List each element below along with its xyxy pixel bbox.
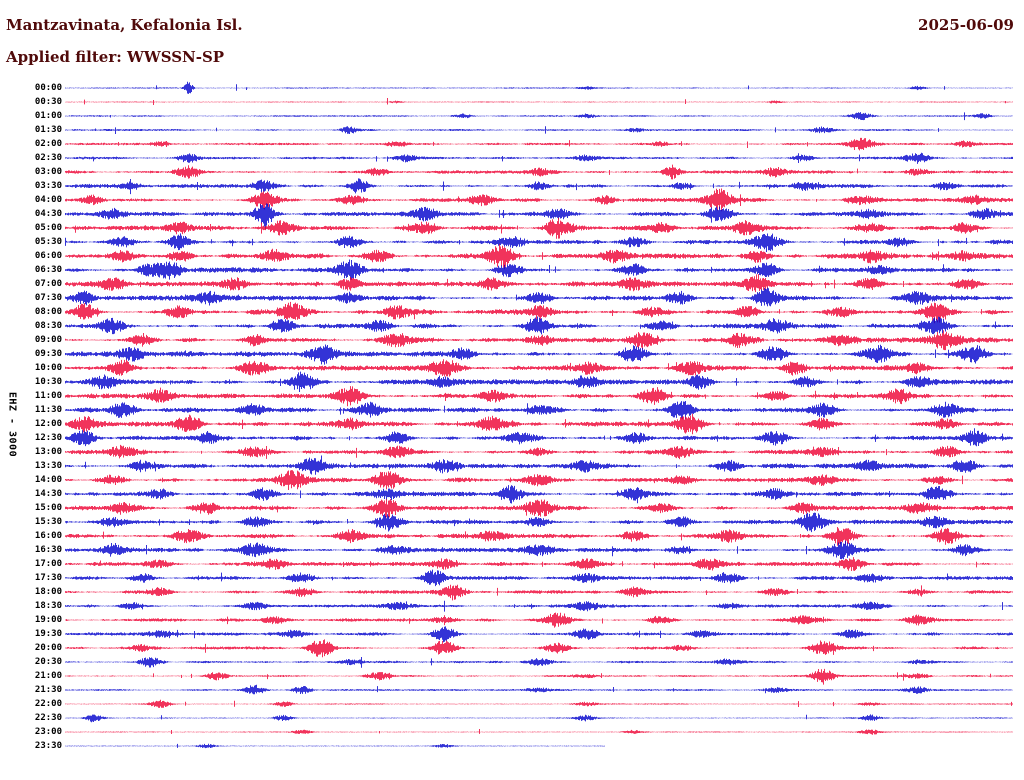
time-label: 20:30 bbox=[34, 657, 62, 667]
time-label: 02:00 bbox=[34, 139, 62, 149]
time-label: 06:30 bbox=[34, 265, 62, 275]
channel-scale-label: EHZ - 3000 bbox=[6, 391, 18, 458]
time-label: 07:00 bbox=[34, 279, 62, 289]
time-label: 04:00 bbox=[34, 195, 62, 205]
time-label: 11:00 bbox=[34, 391, 62, 401]
station-title: Mantzavinata, Kefalonia Isl. bbox=[6, 16, 243, 34]
time-label: 16:30 bbox=[34, 545, 62, 555]
time-label: 10:00 bbox=[34, 363, 62, 373]
time-label: 06:00 bbox=[34, 251, 62, 261]
time-label: 10:30 bbox=[34, 377, 62, 387]
time-label: 03:30 bbox=[34, 181, 62, 191]
time-label: 22:30 bbox=[34, 713, 62, 723]
time-label: 00:00 bbox=[34, 83, 62, 93]
time-label: 00:30 bbox=[34, 97, 62, 107]
filter-label: Applied filter: WWSSN-SP bbox=[6, 48, 225, 66]
time-label: 01:30 bbox=[34, 125, 62, 135]
time-label: 14:30 bbox=[34, 489, 62, 499]
time-label: 23:30 bbox=[34, 741, 62, 751]
time-label: 08:00 bbox=[34, 307, 62, 317]
time-label: 20:00 bbox=[34, 643, 62, 653]
time-label: 01:00 bbox=[34, 111, 62, 121]
time-label: 05:30 bbox=[34, 237, 62, 247]
time-label: 18:30 bbox=[34, 601, 62, 611]
time-label: 19:30 bbox=[34, 629, 62, 639]
time-label: 18:00 bbox=[34, 587, 62, 597]
time-label: 15:00 bbox=[34, 503, 62, 513]
time-label: 19:00 bbox=[34, 615, 62, 625]
time-label: 13:30 bbox=[34, 461, 62, 471]
date-label: 2025-06-09 bbox=[918, 16, 1014, 34]
time-label: 15:30 bbox=[34, 517, 62, 527]
time-label: 12:30 bbox=[34, 433, 62, 443]
time-label: 16:00 bbox=[34, 531, 62, 541]
time-label: 04:30 bbox=[34, 209, 62, 219]
time-label: 22:00 bbox=[34, 699, 62, 709]
time-label: 09:00 bbox=[34, 335, 62, 345]
time-label: 14:00 bbox=[34, 475, 62, 485]
time-label: 17:00 bbox=[34, 559, 62, 569]
time-label: 23:00 bbox=[34, 727, 62, 737]
time-label: 03:00 bbox=[34, 167, 62, 177]
time-label: 08:30 bbox=[34, 321, 62, 331]
time-label: 12:00 bbox=[34, 419, 62, 429]
time-label: 09:30 bbox=[34, 349, 62, 359]
time-label: 11:30 bbox=[34, 405, 62, 415]
time-label: 05:00 bbox=[34, 223, 62, 233]
time-label: 21:30 bbox=[34, 685, 62, 695]
time-label: 21:00 bbox=[34, 671, 62, 681]
time-label: 17:30 bbox=[34, 573, 62, 583]
time-label: 07:30 bbox=[34, 293, 62, 303]
time-label: 02:30 bbox=[34, 153, 62, 163]
time-label: 13:00 bbox=[34, 447, 62, 457]
